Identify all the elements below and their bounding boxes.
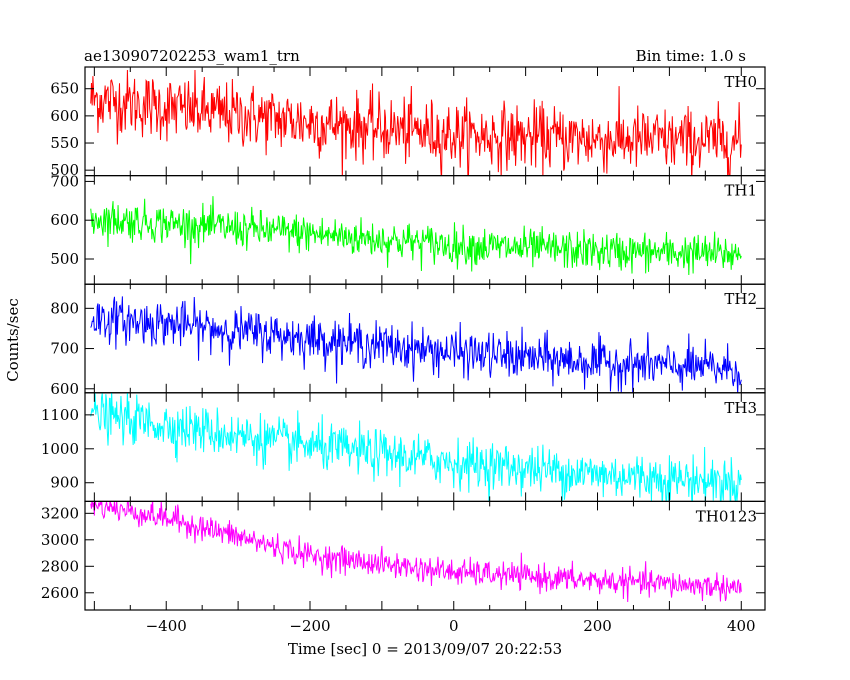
y-tick-label: 800: [50, 299, 79, 317]
panel-label: TH0: [724, 73, 757, 91]
y-tick-label: 600: [50, 107, 79, 125]
panel-label: TH2: [724, 290, 757, 308]
y-axis-label: Counts/sec: [4, 298, 22, 382]
panel-th2: 600 700 800 TH2: [50, 283, 766, 398]
y-tick-label: 3000: [41, 531, 79, 549]
series-line-th1: [90, 196, 742, 275]
panel-label: TH1: [724, 182, 757, 200]
x-tick-label: 0: [449, 617, 459, 635]
y-tick-label: 1100: [41, 406, 79, 424]
y-tick-label: 500: [50, 161, 79, 179]
series-line-th2: [90, 296, 742, 393]
series-line-th0: [90, 69, 742, 176]
series-line-th3: [90, 392, 742, 502]
panel-th3: 900 1000 1100 TH3: [41, 392, 766, 502]
panel-frame: [84, 175, 766, 285]
y-tick-label: 2800: [41, 557, 79, 575]
y-tick-label: 2600: [41, 584, 79, 602]
y-tick-label: 1000: [41, 440, 79, 458]
y-tick-label: 3200: [41, 504, 79, 522]
panel-label: TH3: [724, 399, 757, 417]
panel-th0123: 2600 2800 3000 3200 TH0123: [41, 500, 766, 611]
y-tick-label: 500: [50, 250, 79, 268]
y-tick-label: 600: [50, 380, 79, 398]
chart-title-right: Bin time: 1.0 s: [636, 47, 746, 65]
panel-th1: 500 600 700 TH1: [50, 172, 766, 285]
panel-frame: [84, 283, 766, 394]
series-line-th0123: [90, 501, 742, 602]
x-axis-label: Time [sec] 0 = 2013/09/07 20:22:53: [288, 640, 562, 658]
x-tick-label: −400: [146, 617, 187, 635]
y-tick-label: 550: [50, 134, 79, 152]
y-tick-label: 700: [50, 172, 79, 190]
y-tick-label: 600: [50, 211, 79, 229]
panel-label: TH0123: [696, 507, 757, 525]
y-tick-label: 650: [50, 80, 79, 98]
panels: 500 550 600 650 TH0 500 600 700 TH1 600 700 800 TH2 9…: [41, 66, 766, 635]
panel-frame: [84, 500, 766, 611]
y-tick-label: 900: [50, 474, 79, 492]
x-tick-label: 400: [727, 617, 756, 635]
chart-title-left: ae130907202253_wam1_trn: [84, 47, 300, 65]
panel-th0: 500 550 600 650 TH0: [50, 66, 766, 179]
y-tick-label: 700: [50, 340, 79, 358]
x-tick-label: 200: [583, 617, 612, 635]
x-tick-label: −200: [289, 617, 330, 635]
